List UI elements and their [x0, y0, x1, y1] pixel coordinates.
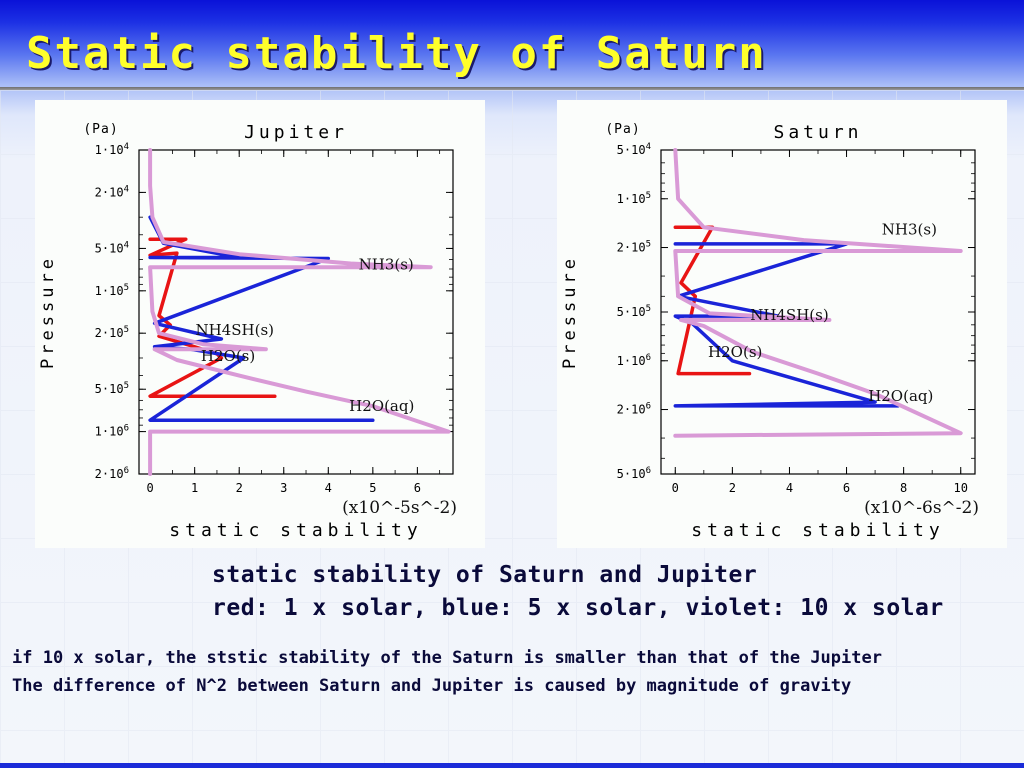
jupiter-x-tick-label: 2 — [236, 481, 243, 495]
jupiter-y-tick-label: 1·106 — [95, 424, 129, 439]
jupiter-chart: 1·104 2·104 5·104 1·105 2·105 5·105 1·106 2·106… — [38, 122, 457, 541]
jupiter-y-unit-label: (Pa) — [83, 122, 118, 137]
jupiter-chart-panel: 1·104 2·104 5·104 1·105 2·105 5·105 1·106 2·106… — [35, 100, 485, 548]
jupiter-y-tick-label: 1·104 — [95, 142, 129, 157]
caption-line-1: static stability of Saturn and Jupiter — [212, 562, 758, 588]
jupiter-y-tick-label: 2·104 — [95, 184, 129, 199]
jupiter-x-unit-label: (x10^-5s^-2) — [342, 498, 457, 518]
jupiter-annotation: H2O(s) — [201, 347, 255, 365]
saturn-annotation: H2O(aq) — [868, 387, 933, 405]
bottom-bar — [0, 763, 1024, 768]
jupiter-y-tick-label: 2·105 — [95, 325, 129, 340]
saturn-annotation: H2O(s) — [708, 343, 762, 361]
jupiter-x-tick-label: 1 — [191, 481, 198, 495]
jupiter-y-tick-label: 5·104 — [95, 240, 129, 255]
jupiter-y-axis-label: Pressure — [38, 255, 58, 369]
saturn-x-tick-label: 6 — [843, 481, 850, 495]
saturn-y-tick-label: 1·105 — [617, 191, 651, 206]
saturn-series-blue-line — [673, 242, 900, 408]
saturn-chart-title: Saturn — [773, 122, 862, 143]
saturn-y-tick-label: 1·106 — [617, 353, 651, 368]
saturn-y-tick-label: 5·105 — [617, 304, 651, 319]
saturn-x-tick-label: 10 — [954, 481, 968, 495]
jupiter-x-tick-label: 4 — [325, 481, 332, 495]
jupiter-series-violet-line — [148, 148, 451, 476]
saturn-y-axis-label: Pressure — [560, 255, 580, 369]
jupiter-series-blue-line — [148, 215, 375, 422]
jupiter-x-axis-label: static stability — [169, 520, 422, 541]
jupiter-annotation: NH3(s) — [359, 255, 414, 273]
jupiter-y-tick-label: 2·106 — [95, 466, 129, 481]
caption-line-2: red: 1 x solar, blue: 5 x solar, violet:… — [212, 595, 944, 621]
saturn-series-violet-line — [673, 148, 963, 438]
jupiter-x-tick-label: 3 — [280, 481, 287, 495]
jupiter-series-red-line — [148, 237, 277, 398]
saturn-chart: 5·104 1·105 2·105 5·105 1·106 2·106 5·106 0 2 4 6 8… — [560, 122, 979, 541]
jupiter-x-tick-label: 0 — [147, 481, 154, 495]
note-line-1: if 10 x solar, the ststic stability of t… — [12, 648, 882, 668]
saturn-annotation: NH3(s) — [882, 221, 937, 239]
saturn-chart-panel: 5·104 1·105 2·105 5·105 1·106 2·106 5·106 0 2 4 6 8… — [557, 100, 1007, 548]
saturn-y-tick-label: 2·105 — [617, 240, 651, 255]
jupiter-y-tick-label: 1·105 — [95, 283, 129, 298]
jupiter-x-tick-label: 5 — [369, 481, 376, 495]
saturn-x-tick-label: 2 — [729, 481, 736, 495]
jupiter-x-tick-label: 6 — [414, 481, 421, 495]
slide-title: Static stability of Saturn — [26, 28, 767, 79]
jupiter-plot-frame — [138, 149, 454, 475]
saturn-x-axis-label: static stability — [691, 520, 944, 541]
saturn-x-tick-label: 0 — [672, 481, 679, 495]
title-divider — [0, 87, 1024, 90]
saturn-y-tick-label: 5·106 — [617, 466, 651, 481]
saturn-x-unit-label: (x10^-6s^-2) — [864, 498, 979, 518]
saturn-x-tick-label: 4 — [786, 481, 793, 495]
saturn-y-tick-label: 5·104 — [617, 142, 651, 157]
jupiter-annotation: NH4SH(s) — [196, 321, 275, 339]
saturn-annotation: NH4SH(s) — [750, 306, 829, 324]
jupiter-y-tick-label: 5·105 — [95, 381, 129, 396]
jupiter-annotation: H2O(aq) — [349, 397, 414, 415]
note-line-2: The difference of N^2 between Saturn and… — [12, 676, 852, 696]
saturn-y-unit-label: (Pa) — [605, 122, 640, 137]
saturn-y-tick-label: 2·106 — [617, 402, 651, 417]
saturn-x-tick-label: 8 — [900, 481, 907, 495]
jupiter-chart-title: Jupiter — [244, 122, 348, 143]
